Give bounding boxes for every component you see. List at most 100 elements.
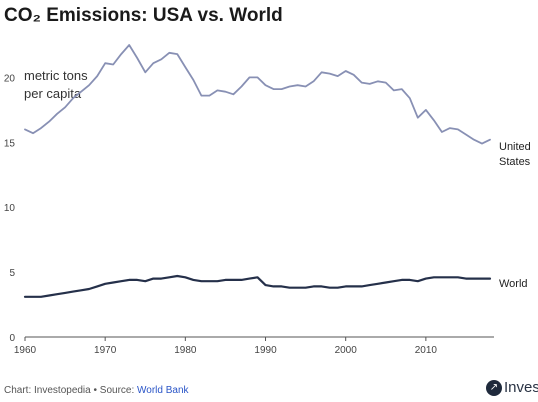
- data-point: [304, 85, 307, 88]
- data-point: [104, 282, 107, 285]
- data-point: [96, 75, 99, 78]
- data-point: [264, 284, 267, 287]
- data-point: [152, 277, 155, 280]
- y-axis-label-line-2: per capita: [24, 86, 82, 101]
- data-point: [184, 66, 187, 69]
- chart-title: CO₂ Emissions: USA vs. World: [4, 5, 283, 26]
- data-point: [240, 85, 243, 88]
- y-axis-label-line-1: metric tons: [24, 68, 88, 83]
- data-point: [120, 280, 123, 283]
- data-point: [24, 295, 27, 298]
- data-point: [40, 127, 43, 130]
- data-point: [368, 284, 371, 287]
- series-lines: [23, 44, 492, 298]
- data-point: [248, 76, 251, 79]
- data-point: [48, 120, 51, 123]
- footer-credit: Chart: Investopedia • Source:: [4, 385, 138, 396]
- data-point: [352, 73, 355, 76]
- data-point: [72, 290, 75, 293]
- data-point: [216, 280, 219, 283]
- brand[interactable]: ↗ Inves: [486, 379, 538, 397]
- data-point: [192, 278, 195, 281]
- data-point: [432, 276, 435, 279]
- data-point: [208, 94, 211, 97]
- data-point: [232, 278, 235, 281]
- data-point: [272, 285, 275, 288]
- data-point: [416, 116, 419, 119]
- data-point: [264, 84, 267, 87]
- data-point: [64, 291, 67, 294]
- data-point: [200, 94, 203, 97]
- data-point: [481, 277, 484, 280]
- data-point: [448, 127, 451, 130]
- data-point: [360, 81, 363, 84]
- data-point: [312, 285, 315, 288]
- data-point: [144, 71, 147, 74]
- data-point: [168, 276, 171, 279]
- data-point: [256, 276, 259, 279]
- brand-text: Inves: [504, 379, 538, 396]
- data-point: [312, 80, 315, 83]
- data-point: [224, 278, 227, 281]
- chart-footer: Chart: Investopedia • Source: World Bank: [4, 385, 189, 396]
- data-point: [176, 275, 179, 278]
- data-point: [376, 282, 379, 285]
- data-point: [208, 280, 211, 283]
- data-point: [248, 277, 251, 280]
- data-point: [280, 285, 283, 288]
- data-point: [200, 280, 203, 283]
- y-axis-label: metric tons per capita: [24, 67, 88, 103]
- data-point: [464, 277, 467, 280]
- y-tick-label: 5: [9, 268, 15, 279]
- series-label-line-1: World: [499, 278, 528, 290]
- data-point: [88, 288, 91, 291]
- data-point: [136, 278, 139, 281]
- data-point: [160, 277, 163, 280]
- data-point: [96, 285, 99, 288]
- data-point: [112, 281, 115, 284]
- x-tick-label: 2000: [335, 345, 358, 356]
- data-point: [320, 285, 323, 288]
- data-point: [336, 75, 339, 78]
- data-point: [392, 280, 395, 283]
- data-point: [473, 277, 476, 280]
- data-point: [489, 277, 492, 280]
- x-tick-label: 1980: [174, 345, 197, 356]
- data-point: [24, 128, 27, 131]
- data-point: [232, 93, 235, 96]
- data-point: [448, 276, 451, 279]
- x-tick-label: 1990: [254, 345, 277, 356]
- data-point: [344, 70, 347, 73]
- data-point: [288, 286, 291, 289]
- data-point: [489, 138, 492, 141]
- data-point: [440, 131, 443, 134]
- data-point: [104, 62, 107, 65]
- data-point: [344, 285, 347, 288]
- data-point: [304, 286, 307, 289]
- series-label-line-1: United: [499, 141, 531, 153]
- data-point: [56, 112, 59, 115]
- data-point: [128, 44, 131, 47]
- series-label-world: World: [499, 277, 528, 292]
- data-point: [80, 90, 83, 93]
- x-tick-label: 2010: [415, 345, 438, 356]
- y-tick-label: 15: [4, 138, 16, 149]
- data-point: [176, 53, 179, 56]
- data-point: [192, 79, 195, 82]
- data-point: [256, 76, 259, 79]
- data-point: [224, 90, 227, 93]
- series-points-united-states: [24, 44, 492, 146]
- data-point: [360, 285, 363, 288]
- data-point: [64, 106, 67, 109]
- data-point: [160, 58, 163, 61]
- data-point: [400, 278, 403, 281]
- data-point: [384, 81, 387, 84]
- data-point: [473, 138, 476, 141]
- data-point: [72, 97, 75, 100]
- source-link[interactable]: World Bank: [137, 385, 189, 396]
- y-tick-label: 20: [4, 73, 16, 84]
- data-point: [168, 51, 171, 54]
- data-point: [328, 72, 331, 75]
- data-point: [336, 286, 339, 289]
- data-point: [216, 89, 219, 92]
